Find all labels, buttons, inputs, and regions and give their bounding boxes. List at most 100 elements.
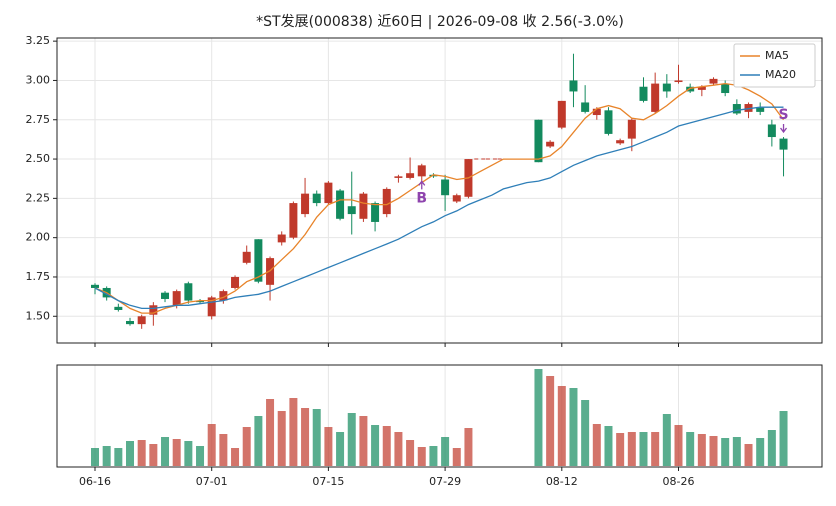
candle-body xyxy=(149,305,158,315)
volume-bar xyxy=(592,424,601,466)
volume-bar xyxy=(721,438,730,466)
candle-body xyxy=(744,104,753,112)
candle-body xyxy=(406,173,415,178)
candle-body xyxy=(452,195,461,202)
volume-bar xyxy=(102,446,111,466)
ma-line xyxy=(94,106,784,310)
candle-body xyxy=(266,258,275,285)
candle-body xyxy=(126,320,135,325)
candle-body xyxy=(732,104,741,114)
volume-bar xyxy=(172,439,181,466)
x-tick-label: 08-26 xyxy=(663,475,695,488)
volume-bar xyxy=(277,411,286,466)
volume-bar xyxy=(161,437,170,466)
candle-body xyxy=(371,203,380,222)
volume-bar xyxy=(126,441,135,466)
volume-bar xyxy=(627,432,636,466)
candle-body xyxy=(242,251,251,263)
volume-bar xyxy=(662,414,671,466)
volume-bar xyxy=(756,438,765,466)
candle-body xyxy=(674,80,683,83)
x-tick-label: 08-12 xyxy=(546,475,578,488)
candle-body xyxy=(137,316,146,325)
candle-body xyxy=(301,193,310,215)
marker-arrow xyxy=(780,124,788,134)
x-tick-label: 07-29 xyxy=(429,475,461,488)
candle-body xyxy=(721,83,730,94)
volume-bar xyxy=(464,428,473,466)
volume-bar xyxy=(219,434,228,466)
candle-body xyxy=(219,291,228,301)
candle-body xyxy=(254,239,263,282)
y-tick-label: 1.50 xyxy=(26,309,51,322)
volume-bar xyxy=(616,433,625,466)
candle-body xyxy=(324,182,333,204)
volume-bar xyxy=(674,425,683,466)
trade-marker: B xyxy=(416,190,427,206)
candle-body xyxy=(336,190,345,219)
volume-bar xyxy=(324,427,333,466)
volume-bar xyxy=(686,432,695,466)
candle-body xyxy=(382,188,391,215)
volume-bar xyxy=(382,426,391,466)
volume-bar xyxy=(429,446,438,466)
x-tick-label: 06-16 xyxy=(79,475,111,488)
volume-bar xyxy=(394,432,403,466)
candle-body xyxy=(429,174,438,177)
volume-bar xyxy=(779,411,788,466)
price-panel-frame xyxy=(56,37,823,344)
volume-bar xyxy=(744,444,753,466)
volume-bar xyxy=(114,448,123,466)
volume-bar xyxy=(289,398,298,466)
candle-body xyxy=(196,300,205,303)
volume-bar xyxy=(371,425,380,466)
candle-body xyxy=(662,83,671,92)
candle-body xyxy=(172,291,181,306)
candle-body xyxy=(651,83,660,112)
candle-body xyxy=(441,179,450,196)
candle-body xyxy=(394,176,403,178)
legend-box xyxy=(733,43,816,88)
candle-body xyxy=(359,193,368,219)
volume-bar xyxy=(452,448,461,466)
volume-bar xyxy=(137,440,146,466)
candle-body xyxy=(161,292,170,299)
volume-bar xyxy=(312,409,321,466)
volume-bar xyxy=(336,432,345,466)
volume-panel-frame xyxy=(56,364,823,468)
candle-body xyxy=(114,306,123,310)
candle-body xyxy=(779,138,788,150)
candle-body xyxy=(184,283,193,301)
candle-body xyxy=(91,284,99,288)
volume-bar xyxy=(546,376,555,466)
candle-body xyxy=(616,140,625,144)
volume-bar xyxy=(709,436,718,466)
candle-body xyxy=(697,86,706,90)
volume-bar xyxy=(91,448,99,466)
volume-bar xyxy=(196,446,205,466)
volume-bar xyxy=(732,437,741,466)
candle-body xyxy=(312,193,321,204)
candle-body xyxy=(546,141,555,147)
candle-body xyxy=(767,124,776,138)
candle-body xyxy=(709,78,718,84)
volume-bar xyxy=(441,437,450,466)
volume-bar xyxy=(242,427,251,466)
ma-line xyxy=(94,82,785,314)
candle-body xyxy=(417,165,426,177)
volume-bar xyxy=(301,408,310,466)
volume-bar xyxy=(604,426,613,466)
chart-title: *ST发展(000838) 近60日 | 2026-09-08 收 2.56(-… xyxy=(256,14,624,30)
y-tick-label: 2.00 xyxy=(26,231,51,244)
volume-bar xyxy=(149,444,158,466)
volume-bar xyxy=(697,434,706,466)
candle-body xyxy=(569,80,578,92)
candle-body xyxy=(627,119,636,139)
volume-bar xyxy=(534,369,543,466)
volume-bar xyxy=(359,416,368,466)
volume-bar xyxy=(557,386,566,466)
y-tick-label: 2.75 xyxy=(26,113,51,126)
legend-label: MA5 xyxy=(765,49,789,62)
volume-bar xyxy=(569,388,578,466)
